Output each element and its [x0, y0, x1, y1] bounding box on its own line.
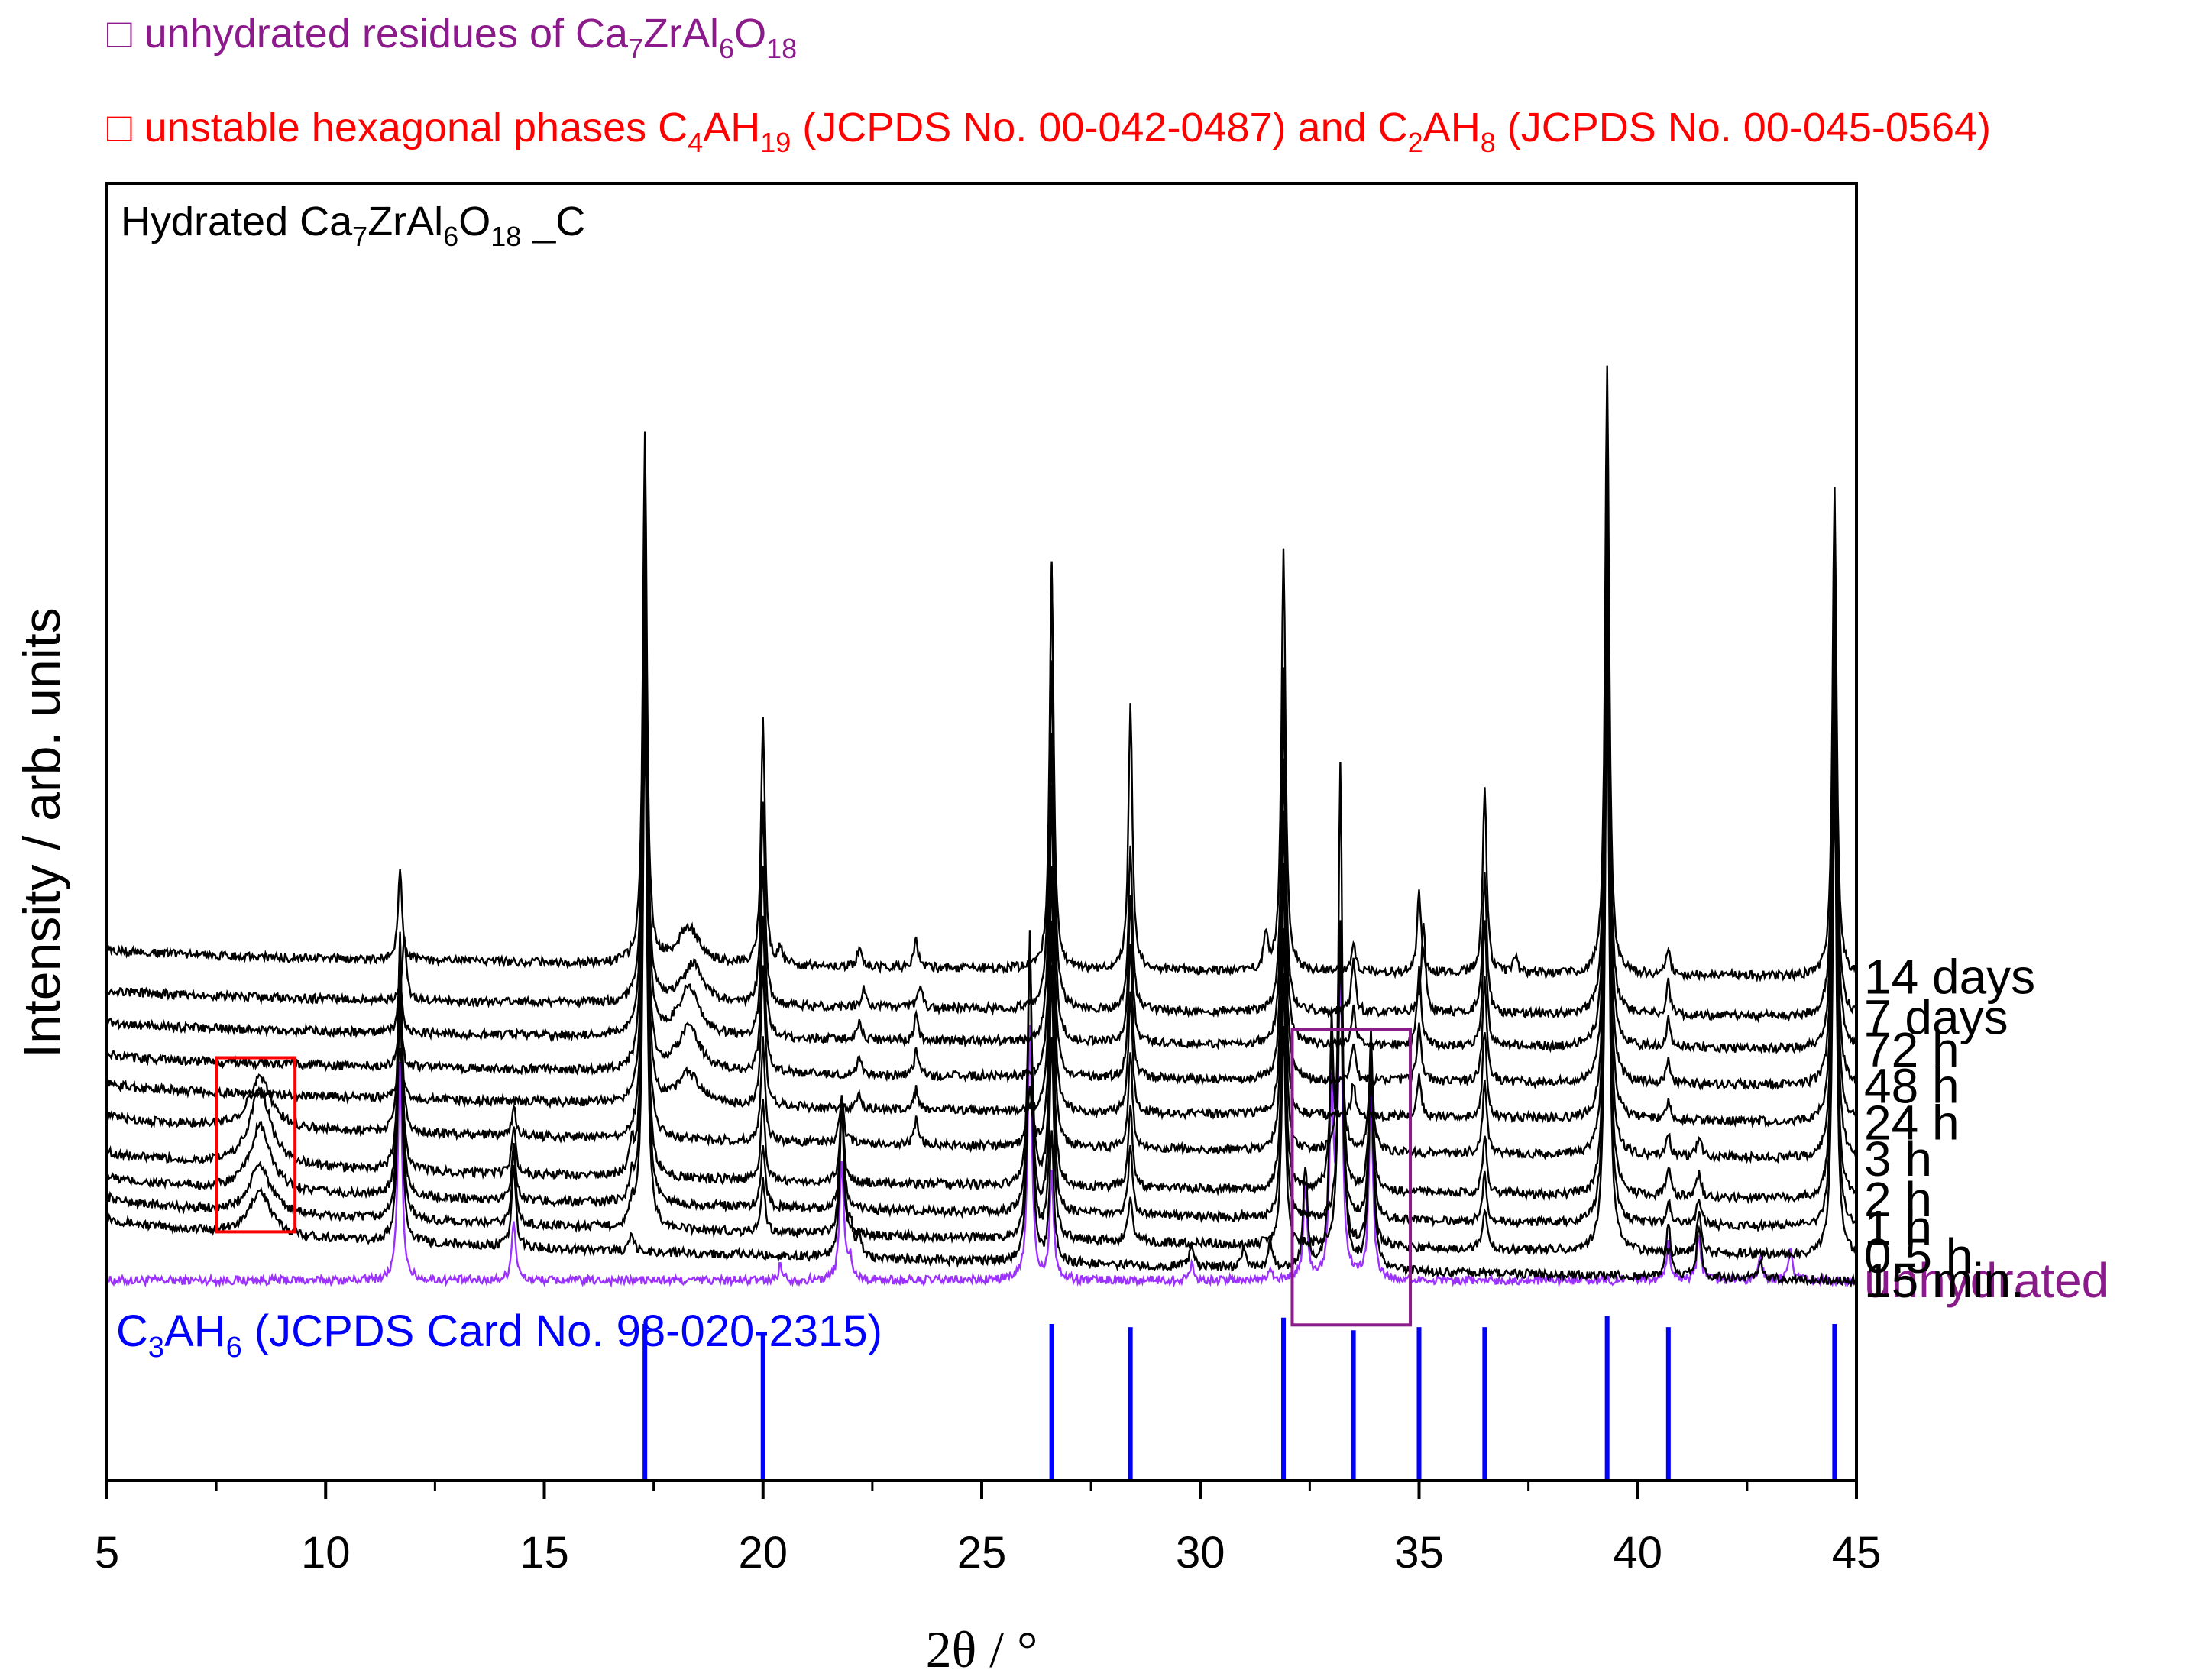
legend-purple: □ unhydrated residues of Ca7ZrAl6O18 — [107, 11, 797, 64]
series-trace — [107, 477, 1856, 1091]
series-trace — [107, 959, 1856, 1288]
x-tick-label: 25 — [957, 1528, 1007, 1578]
series-trace — [107, 440, 1856, 1054]
series-label: 14 days — [1864, 950, 2035, 1005]
series-label: 72 h — [1864, 1022, 1960, 1077]
series-trace — [107, 365, 1856, 983]
series-label: 0.5 h — [1864, 1228, 1973, 1283]
reference-lines — [642, 1316, 1837, 1481]
series-label: 7 days — [1864, 990, 2008, 1045]
reference-label: C3AH6 (JCPDS Card No. 98-020-2315) — [116, 1306, 882, 1364]
x-tick-label: 45 — [1832, 1528, 1882, 1578]
series-label: 24 h — [1864, 1095, 1960, 1150]
legend-purple-marker: □ — [107, 11, 132, 57]
x-axis-label: 2θ / ° — [926, 1620, 1038, 1678]
x-tick-label: 5 — [95, 1528, 119, 1578]
x-tick-label: 40 — [1613, 1528, 1662, 1578]
x-tick-label: 15 — [520, 1528, 569, 1578]
plot-frame — [105, 182, 1858, 1482]
x-axis: 5 10 15 20 25 30 35 40 45 — [95, 1481, 1881, 1578]
x-tick-label: 20 — [738, 1528, 788, 1578]
series-label: 15 min. — [1864, 1253, 2025, 1308]
series-layer — [107, 365, 1856, 1288]
x-tick-label: 30 — [1176, 1528, 1225, 1578]
x-tick-label: 10 — [301, 1528, 351, 1578]
legend-red-marker: □ — [107, 105, 132, 151]
legend: □ unhydrated residues of Ca7ZrAl6O18 □ uns… — [107, 11, 1991, 158]
plot-title: Hydrated Ca7ZrAl6O18 _C — [121, 199, 585, 252]
series-label: 3 h — [1864, 1131, 1932, 1186]
series-label: 2 h — [1864, 1172, 1932, 1227]
series-trace — [107, 514, 1856, 1128]
series-label: unhydrated — [1864, 1253, 2109, 1308]
series-trace — [107, 613, 1856, 1232]
series-label: 1 h — [1864, 1200, 1932, 1255]
highlight-boxes — [215, 1028, 1413, 1327]
series-trace — [107, 551, 1856, 1164]
y-axis-label: Intensity / arb. units — [13, 607, 71, 1058]
highlight-box — [1290, 1028, 1413, 1327]
x-tick-label: 35 — [1394, 1528, 1444, 1578]
highlight-box — [215, 1056, 297, 1234]
legend-red: □ unstable hexagonal phases C4AH19 (JCPDS… — [107, 105, 1991, 158]
series-label: 48 h — [1864, 1059, 1960, 1114]
series-trace — [107, 406, 1856, 1024]
